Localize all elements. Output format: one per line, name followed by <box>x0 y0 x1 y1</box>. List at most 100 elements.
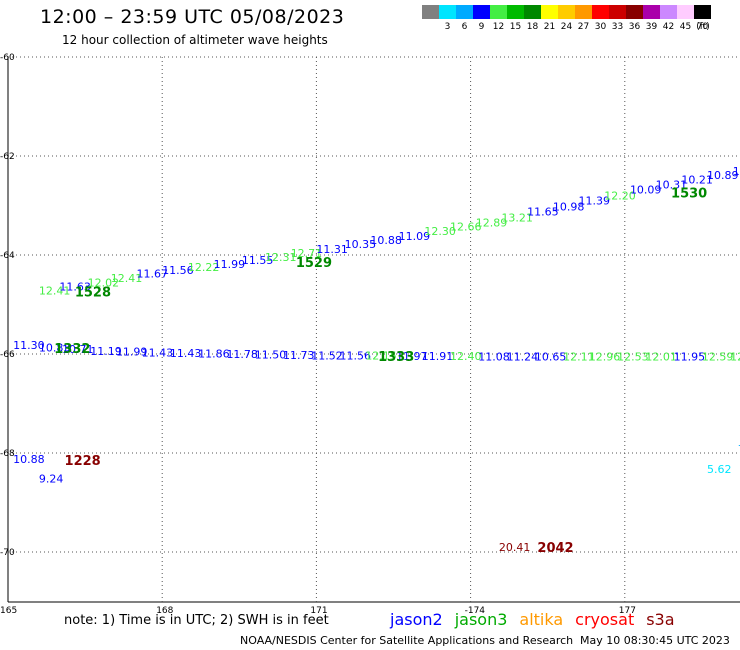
longitude-label: 171 <box>310 606 327 616</box>
latitude-label: -60 <box>0 53 15 63</box>
wave-height-value: 10.89 <box>707 169 739 182</box>
wave-height-value: 11.39 <box>579 195 611 208</box>
color-scale-swatch <box>592 5 609 19</box>
wave-height-value: 12.40 <box>450 350 482 363</box>
wave-height-value: 10.88 <box>370 234 402 247</box>
wave-height-value: 11.52 <box>311 349 343 362</box>
wave-height-value: 10.98 <box>553 200 585 213</box>
wave-height-value: 12.31 <box>265 251 297 264</box>
wave-height-value: 11.86 <box>198 347 230 360</box>
color-scale-label: 42 <box>662 22 675 32</box>
wave-height-value: 11.63 <box>59 281 91 294</box>
longitude-label: 168 <box>156 606 173 616</box>
wave-height-value: 11.24 <box>507 350 538 363</box>
wave-height-value: 11.99 <box>214 258 246 271</box>
wave-height-value: 12.02 <box>88 277 120 290</box>
wave-height-value: 12.71 <box>291 247 323 260</box>
wave-height-value: 10.21 <box>681 174 713 187</box>
color-scale-label: 9 <box>478 22 485 32</box>
color-scale-swatch <box>660 5 677 19</box>
pass-time-label: 1528 <box>75 286 111 301</box>
satellite-legend-cryosat: cryosat <box>575 610 635 629</box>
wave-height-value: 11.43 <box>170 347 202 360</box>
color-scale-label: 15 <box>509 22 522 32</box>
color-scale-swatch <box>626 5 643 19</box>
longitude-label: -174 <box>465 606 486 616</box>
wave-height-value: 11.97 <box>396 350 428 363</box>
color-scale-label: 30 <box>594 22 607 32</box>
page-title: 12:00 – 23:59 UTC 05/08/2023 <box>40 6 345 28</box>
wave-height-value: 11.91 <box>422 350 454 363</box>
color-scale-swatch <box>422 5 439 19</box>
wave-height-value: 13.21 <box>501 211 533 224</box>
wave-height-value: 11.56 <box>733 165 740 178</box>
wave-height-value: 11.30 <box>13 339 45 352</box>
pass-time-label: 1228 <box>65 454 101 469</box>
footer-timestamp: May 10 08:30:45 UTC 2023 <box>580 634 730 647</box>
longitude-label: 177 <box>619 606 636 616</box>
pass-time-label: 1332 <box>54 342 90 357</box>
wave-height-value: 12.11 <box>563 350 595 363</box>
wave-height-value: 11.65 <box>527 205 559 218</box>
satellite-legend-jason2: jason2 <box>390 610 443 629</box>
pass-time-label: 1530 <box>671 187 707 202</box>
color-scale-bar <box>422 5 711 19</box>
footer-source: NOAA/NESDIS Center for Satellite Applica… <box>240 634 574 647</box>
satellite-legend-jason3: jason3 <box>454 610 508 629</box>
latitude-label: -66 <box>0 350 15 360</box>
longitude-label: 165 <box>0 606 17 616</box>
wave-height-value: 11.73 <box>283 349 315 362</box>
latitude-label: -70 <box>0 548 15 558</box>
wave-height-value: 11.67 <box>137 267 169 280</box>
wave-height-value: 10.31 <box>656 179 688 192</box>
wave-height-value: 11.08 <box>478 350 510 363</box>
color-scale-swatch <box>456 5 473 19</box>
color-scale-swatch <box>694 5 711 19</box>
wave-height-value: 12.34 <box>730 350 740 363</box>
wave-height-value: 12.41 <box>39 285 70 298</box>
color-scale-swatch <box>507 5 524 19</box>
units-note: note: 1) Time is in UTC; 2) SWH is in fe… <box>64 613 329 628</box>
wave-height-value: 11.09 <box>399 230 431 243</box>
color-scale-swatch <box>439 5 456 19</box>
page-subtitle: 12 hour collection of altimeter wave hei… <box>62 33 328 47</box>
wave-height-value: 10.09 <box>630 184 662 197</box>
color-scale-label: 45 <box>679 22 692 32</box>
wave-height-value: 10.88 <box>13 453 45 466</box>
color-scale-label: 70 <box>696 22 709 32</box>
color-scale-swatch <box>490 5 507 19</box>
color-scale-label: 24 <box>560 22 573 32</box>
wave-height-value: 20.41 <box>499 541 531 554</box>
wave-height-value: 12.66 <box>450 220 482 233</box>
color-scale-label: 39 <box>645 22 658 32</box>
wave-height-value: 12.53 <box>617 350 649 363</box>
color-scale-label: 12 <box>492 22 505 32</box>
wave-height-value: 11.19 <box>90 345 122 358</box>
latitude-label: -68 <box>0 449 15 459</box>
color-scale-swatch <box>575 5 592 19</box>
wave-height-value: 7.25 <box>738 443 740 456</box>
color-scale-label: 21 <box>543 22 556 32</box>
color-scale-label: 27 <box>577 22 590 32</box>
wave-height-value: 10.65 <box>535 350 567 363</box>
color-scale-swatch <box>609 5 626 19</box>
pass-time-label: 2042 <box>537 541 573 556</box>
color-scale-label: 3 <box>444 22 451 32</box>
wave-height-value: 10.71 <box>62 343 94 356</box>
wave-height-value: 12.96 <box>589 350 621 363</box>
color-scale-label: 18 <box>526 22 539 32</box>
color-scale-label: 36 <box>628 22 641 32</box>
color-scale-swatch <box>473 5 490 19</box>
wave-height-value: 12.01 <box>645 350 677 363</box>
pass-time-label: 1529 <box>296 256 332 271</box>
wave-height-value: 12.59 <box>702 350 734 363</box>
satellite-legend: jason2 jason3 altika cryosat s3a <box>390 610 687 629</box>
wave-height-value: 11.31 <box>316 243 348 256</box>
color-scale-swatch <box>677 5 694 19</box>
wave-height-value: 9.24 <box>39 473 64 486</box>
satellite-legend-altika: altika <box>519 610 564 629</box>
wave-height-value: 11.99 <box>116 345 148 358</box>
wave-height-value: 10.83 <box>39 342 70 355</box>
wave-height-value: 5.62 <box>707 463 732 476</box>
